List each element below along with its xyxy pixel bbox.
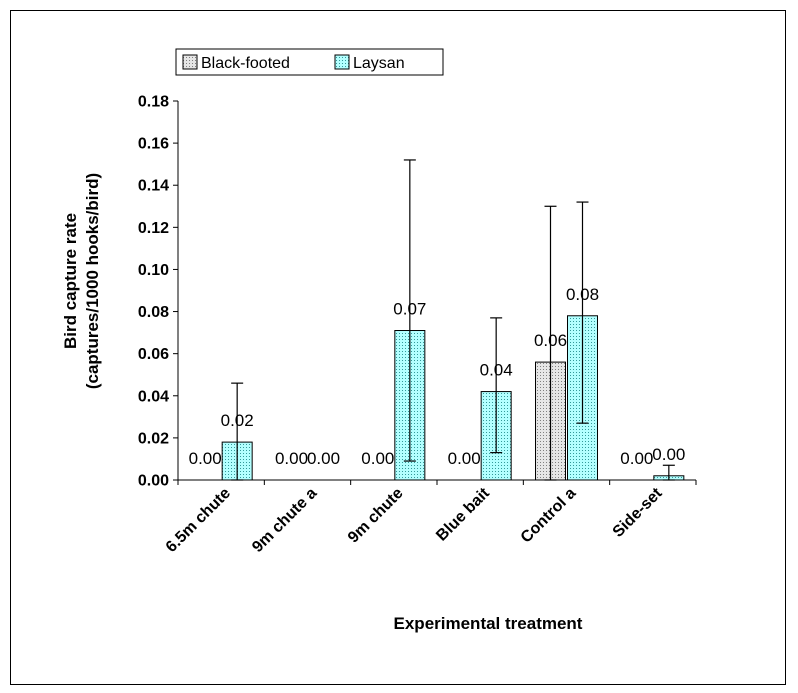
data-label: 0.00 [361,449,394,468]
data-label: 0.00 [275,449,308,468]
legend-label-black-footed: Black-footed [201,55,290,72]
y-tick-label: 0.06 [138,346,169,363]
x-category-label: Blue bait [433,484,493,544]
legend: Black-footed Laysan [175,48,444,76]
data-label: 0.06 [534,331,567,350]
y-tick-label: 0.10 [138,262,169,279]
y-tick-label: 0.04 [138,388,169,405]
legend-label-laysan: Laysan [353,55,405,72]
data-label: 0.00 [652,445,685,464]
x-category-label: 9m chute a [249,485,320,556]
y-tick-label: 0.08 [138,304,169,321]
plot-area: 0.00 0.02 0.04 0.06 0.08 0.10 0.12 0.14 0.16 0.18… [138,94,697,556]
data-label: 0.04 [480,361,513,380]
data-label: 0.00 [189,449,222,468]
y-tick-label: 0.00 [138,473,169,490]
x-category-label: Control a [518,485,580,547]
x-category-label: 6.5m chute [163,485,234,556]
legend-box [175,48,444,76]
y-tick-label: 0.12 [138,220,169,237]
y-axis-title-line1: Bird capture rate [61,213,80,349]
y-tick-label: 0.18 [138,94,169,111]
y-axis-title-line2: (captures/1000 hooks/bird) [83,173,102,389]
legend-swatch-black-footed [182,54,198,70]
y-tick-label: 0.16 [138,136,169,153]
data-label: 0.00 [448,449,481,468]
data-label: 0.07 [393,300,426,319]
data-label: 0.08 [566,285,599,304]
data-label: 0.02 [221,411,254,430]
data-label: 0.00 [620,449,653,468]
legend-swatch-laysan [334,54,350,70]
x-category-label: 9m chute [345,485,407,547]
data-label: 0.00 [307,449,340,468]
y-tick-label: 0.14 [138,178,169,195]
y-tick-label: 0.02 [138,430,169,447]
x-category-label: Side-set [610,484,667,541]
x-axis-title: Experimental treatment [394,614,583,633]
